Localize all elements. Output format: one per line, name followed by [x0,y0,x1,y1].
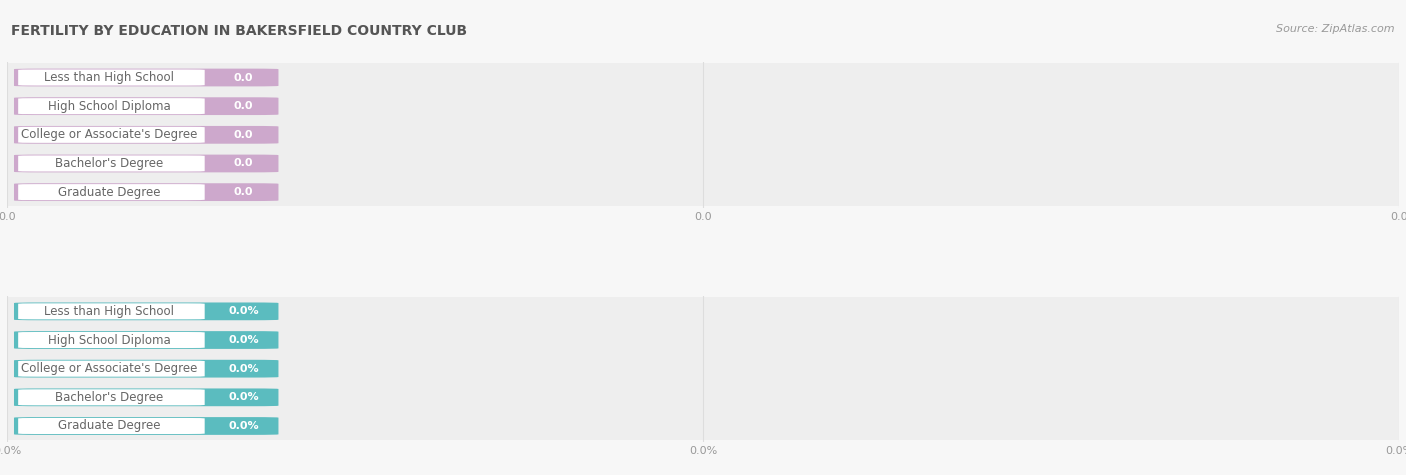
FancyBboxPatch shape [14,154,278,172]
Text: 0.0: 0.0 [233,187,253,197]
Bar [7,92,1399,121]
Text: College or Associate's Degree: College or Associate's Degree [21,362,197,375]
Text: Bachelor's Degree: Bachelor's Degree [55,391,163,404]
Bar [7,121,1399,149]
FancyBboxPatch shape [18,69,205,86]
Text: Source: ZipAtlas.com: Source: ZipAtlas.com [1277,24,1395,34]
FancyBboxPatch shape [18,184,205,200]
Text: 0.0: 0.0 [233,101,253,111]
FancyBboxPatch shape [18,361,205,377]
FancyBboxPatch shape [18,98,205,114]
FancyBboxPatch shape [14,126,278,144]
Text: Less than High School: Less than High School [45,305,174,318]
FancyBboxPatch shape [14,183,278,201]
FancyBboxPatch shape [18,390,205,405]
Text: Less than High School: Less than High School [45,71,174,84]
Text: 0.0%: 0.0% [228,392,259,402]
Text: High School Diploma: High School Diploma [48,100,170,113]
Text: 0.0%: 0.0% [228,335,259,345]
Bar [7,326,1399,354]
Text: 0.0%: 0.0% [228,306,259,316]
FancyBboxPatch shape [14,389,278,406]
Text: FERTILITY BY EDUCATION IN BAKERSFIELD COUNTRY CLUB: FERTILITY BY EDUCATION IN BAKERSFIELD CO… [11,24,467,38]
FancyBboxPatch shape [14,331,278,349]
Text: Bachelor's Degree: Bachelor's Degree [55,157,163,170]
FancyBboxPatch shape [18,332,205,348]
Text: 0.0: 0.0 [233,130,253,140]
Text: 0.0: 0.0 [233,159,253,169]
FancyBboxPatch shape [18,127,205,143]
Bar [7,297,1399,326]
Text: Graduate Degree: Graduate Degree [58,419,160,433]
Bar [7,178,1399,207]
FancyBboxPatch shape [14,417,278,435]
Text: 0.0%: 0.0% [228,421,259,431]
Bar [7,412,1399,440]
FancyBboxPatch shape [18,155,205,171]
Bar [7,383,1399,412]
Text: College or Associate's Degree: College or Associate's Degree [21,128,197,142]
FancyBboxPatch shape [14,97,278,115]
Text: Graduate Degree: Graduate Degree [58,186,160,199]
FancyBboxPatch shape [18,418,205,434]
Text: High School Diploma: High School Diploma [48,333,170,347]
FancyBboxPatch shape [18,304,205,319]
FancyBboxPatch shape [14,68,278,86]
FancyBboxPatch shape [14,303,278,320]
Bar [7,354,1399,383]
Bar [7,63,1399,92]
FancyBboxPatch shape [14,360,278,378]
Bar [7,149,1399,178]
Text: 0.0: 0.0 [233,73,253,83]
Text: 0.0%: 0.0% [228,364,259,374]
